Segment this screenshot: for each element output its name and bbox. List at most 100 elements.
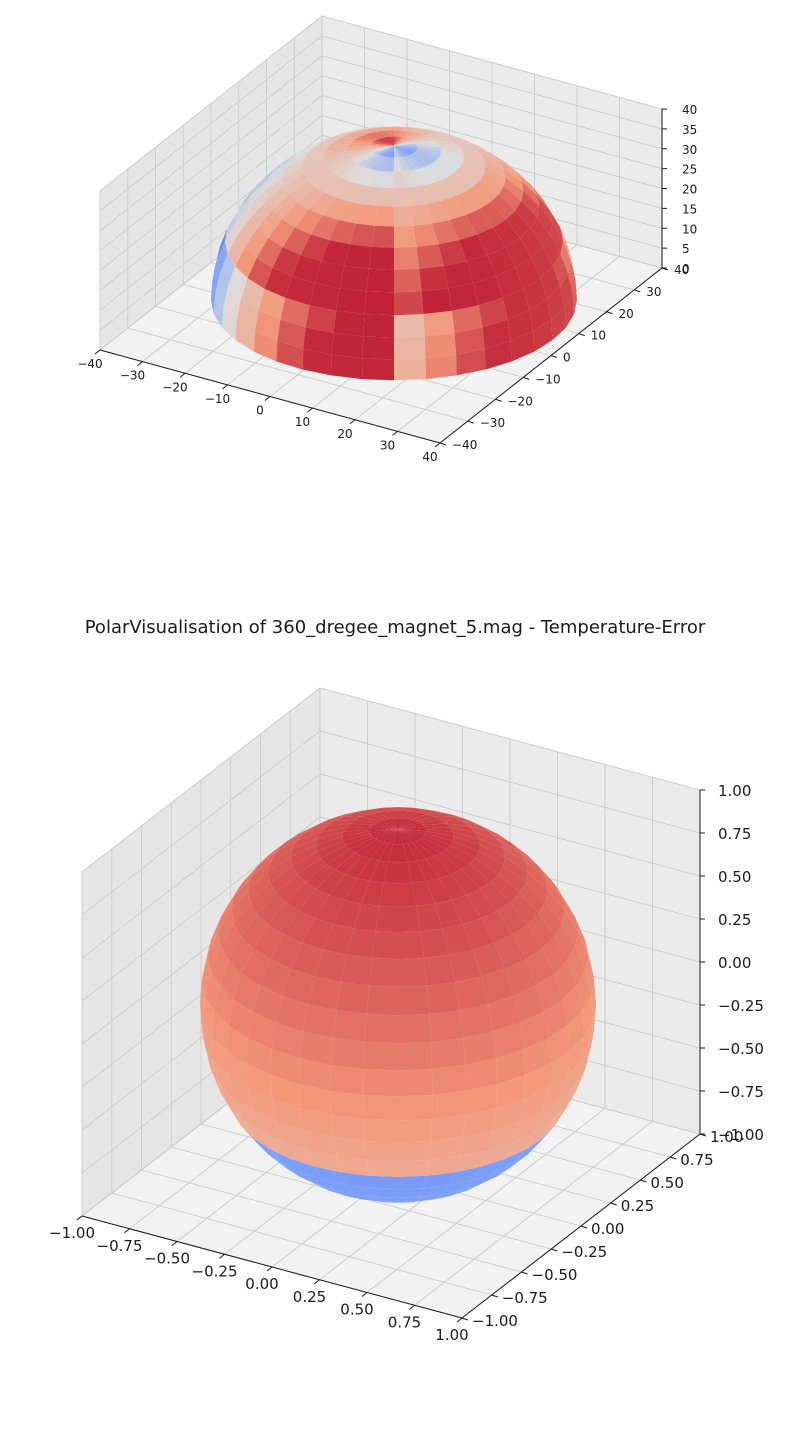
surface-facet — [448, 283, 479, 311]
surface-facet — [554, 1084, 577, 1120]
surface-facet — [237, 217, 258, 247]
surface-facet — [426, 1156, 460, 1176]
surface-facet — [349, 223, 375, 247]
surface-facet — [398, 1175, 427, 1190]
surface-facet — [452, 135, 480, 147]
z-tick-label: −0.75 — [718, 1083, 764, 1101]
surface-facet — [331, 1115, 365, 1141]
surface-facet — [364, 1119, 398, 1143]
surface-facet — [369, 807, 389, 813]
surface-facet — [217, 228, 228, 261]
surface-facet — [314, 137, 341, 147]
surface-facet — [394, 225, 417, 248]
surface-facet — [369, 860, 389, 883]
surface-facet — [496, 1075, 526, 1109]
surface-facet — [294, 209, 323, 235]
surface-facet — [348, 184, 370, 205]
surface-facet — [227, 235, 246, 267]
surface-facet — [237, 184, 258, 211]
surface-facet — [478, 297, 508, 328]
surface-facet — [373, 829, 398, 840]
surface-facet — [398, 931, 424, 960]
surface-facet — [385, 130, 394, 137]
x-tick-label: 40 — [422, 450, 437, 464]
surface-facet — [382, 145, 394, 157]
surface-facet — [406, 126, 426, 129]
x-tick-label: 30 — [380, 438, 395, 452]
surface-facet — [234, 902, 258, 937]
y-tick-mark — [439, 442, 447, 446]
surface-facet — [398, 810, 408, 819]
surface-facet — [398, 829, 413, 844]
surface-facet — [329, 874, 357, 901]
surface-facet — [378, 126, 394, 128]
surface-facet — [233, 973, 260, 1012]
surface-facet — [250, 882, 277, 914]
y-tick-label: 0.25 — [621, 1197, 654, 1215]
surface-facet — [200, 980, 205, 1021]
surface-facet — [371, 141, 394, 146]
surface-facet — [440, 147, 464, 158]
surface-facet — [430, 161, 455, 178]
surface-facet — [359, 128, 378, 134]
surface-facet — [205, 1045, 220, 1085]
surface-facet — [398, 829, 425, 838]
surface-facet — [212, 246, 220, 280]
surface-facet — [480, 825, 511, 843]
surface-facet — [425, 354, 457, 380]
surface-facet — [202, 940, 211, 980]
surface-facet — [226, 1025, 248, 1064]
surface-facet — [494, 1149, 526, 1173]
surface-facet — [323, 177, 349, 198]
surface-facet — [542, 235, 561, 267]
surface-facet — [372, 1188, 398, 1198]
surface-facet — [481, 1141, 514, 1167]
surface-facet — [398, 1196, 421, 1203]
z-tick-label: 0.50 — [718, 868, 751, 886]
surface-facet — [585, 940, 594, 980]
surface-facet — [493, 1099, 524, 1131]
surface-facet — [530, 184, 551, 211]
surface-facet — [349, 150, 374, 162]
surface-facet — [297, 140, 324, 154]
surface-facet — [235, 319, 255, 352]
surface-facet — [208, 932, 221, 971]
surface-facet — [282, 969, 315, 1005]
surface-facet — [370, 156, 386, 171]
x-tick-label: −0.75 — [97, 1237, 143, 1255]
surface-facet — [343, 833, 372, 846]
surface-facet — [272, 247, 301, 277]
surface-facet — [554, 923, 576, 961]
surface-facet — [275, 1121, 308, 1150]
surface-facet — [454, 142, 480, 153]
surface-facet — [484, 159, 506, 178]
surface-facet — [344, 244, 372, 269]
surface-facet — [320, 845, 350, 865]
surface-facet — [266, 160, 290, 182]
surface-facet — [369, 1175, 398, 1190]
surface-facet — [320, 823, 350, 833]
surface-facet — [362, 186, 382, 206]
chart-title: PolarVisualisation of 360_dregee_magnet_… — [84, 617, 706, 638]
surface-facet — [515, 171, 537, 196]
surface-facet — [407, 812, 426, 820]
surface-facet — [333, 900, 362, 929]
surface-facet — [394, 145, 417, 153]
z-tick-label: −0.50 — [718, 1040, 764, 1058]
surface-facet — [394, 145, 415, 154]
surface-facet — [277, 319, 306, 349]
surface-facet — [463, 1031, 496, 1065]
surface-facet — [469, 826, 499, 841]
surface-facet — [416, 816, 441, 823]
surface-facet — [307, 1150, 341, 1173]
surface-facet — [394, 130, 403, 137]
surface-facet — [335, 816, 363, 821]
z-tick-label: 0.00 — [718, 954, 751, 972]
surface-facet — [519, 851, 546, 878]
surface-facet — [409, 135, 431, 141]
surface-facet — [349, 130, 371, 136]
surface-facet — [275, 995, 308, 1032]
surface-facet — [398, 958, 427, 987]
surface-facet — [364, 291, 394, 316]
tick-labels: −1.00−1.00−1.00−0.75−0.75−0.75−0.50−0.50… — [49, 782, 764, 1344]
